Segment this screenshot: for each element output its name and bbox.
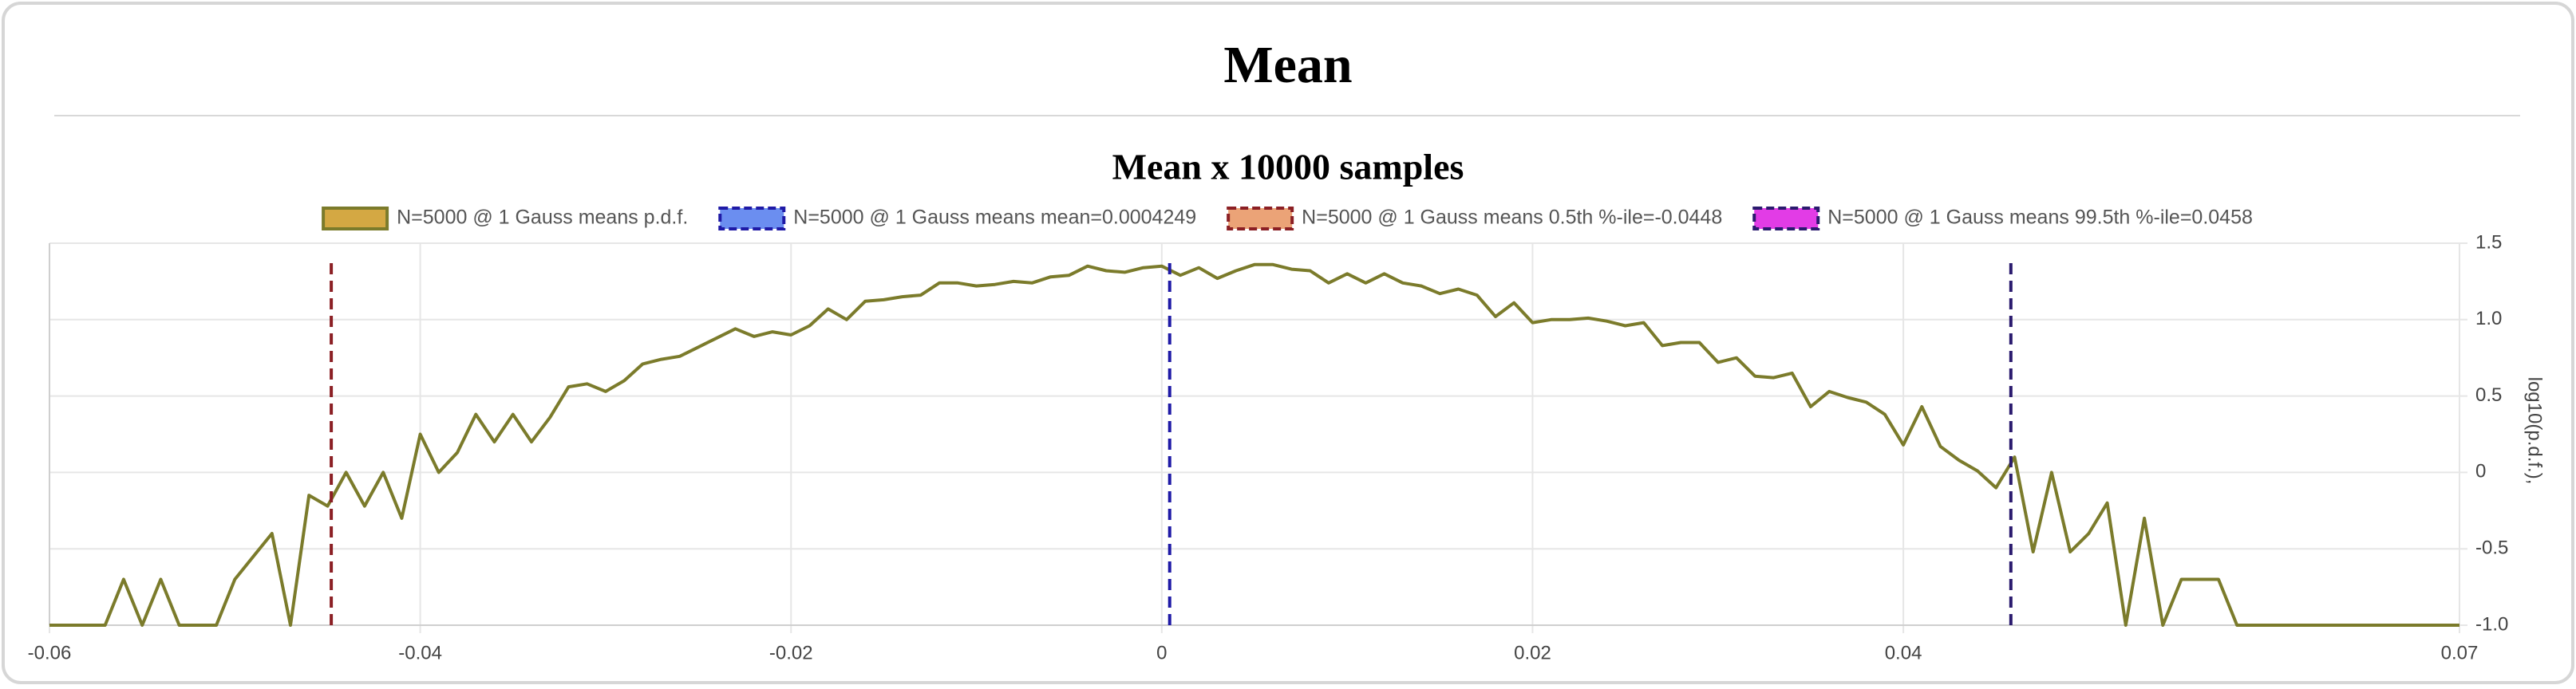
legend-swatch: [1227, 207, 1294, 230]
y-axis-label: log10(p.d.f.),: [2524, 377, 2546, 485]
legend-swatch: [718, 207, 786, 230]
legend-label: N=5000 @ 1 Gauss means p.d.f.: [397, 207, 688, 229]
y-tick-label: -1.0: [2475, 613, 2508, 635]
y-tick-label: -0.5: [2475, 537, 2508, 559]
x-tick-label: 0: [1156, 642, 1167, 663]
y-tick-label: 1.5: [2475, 231, 2502, 253]
legend-swatch: [322, 207, 389, 230]
x-tick-label: 0.02: [1514, 642, 1551, 663]
data-line: [49, 262, 2459, 627]
legend-label: N=5000 @ 1 Gauss means mean=0.0004249: [793, 207, 1196, 229]
x-tick-label: -0.02: [769, 642, 813, 663]
y-tick-label: 0: [2475, 461, 2486, 482]
x-tick-label: -0.06: [28, 642, 72, 663]
x-tick-label: 0.07: [2441, 642, 2479, 663]
y-tick-label: 1.0: [2475, 308, 2502, 329]
page-title: Mean: [1223, 36, 1352, 94]
legend-label: N=5000 @ 1 Gauss means 99.5th %-ile=0.04…: [1827, 207, 2253, 229]
legend-swatch: [1752, 207, 1820, 230]
x-tick-label: 0.04: [1885, 642, 1922, 663]
chart-title: Mean x 10000 samples: [1112, 147, 1464, 187]
y-tick-label: 0.5: [2475, 384, 2502, 406]
x-tick-label: -0.04: [398, 642, 442, 663]
legend-label: N=5000 @ 1 Gauss means 0.5th %-ile=-0.04…: [1302, 207, 1722, 229]
legend: N=5000 @ 1 Gauss means p.d.f. N=5000 @ 1 …: [322, 207, 2253, 230]
